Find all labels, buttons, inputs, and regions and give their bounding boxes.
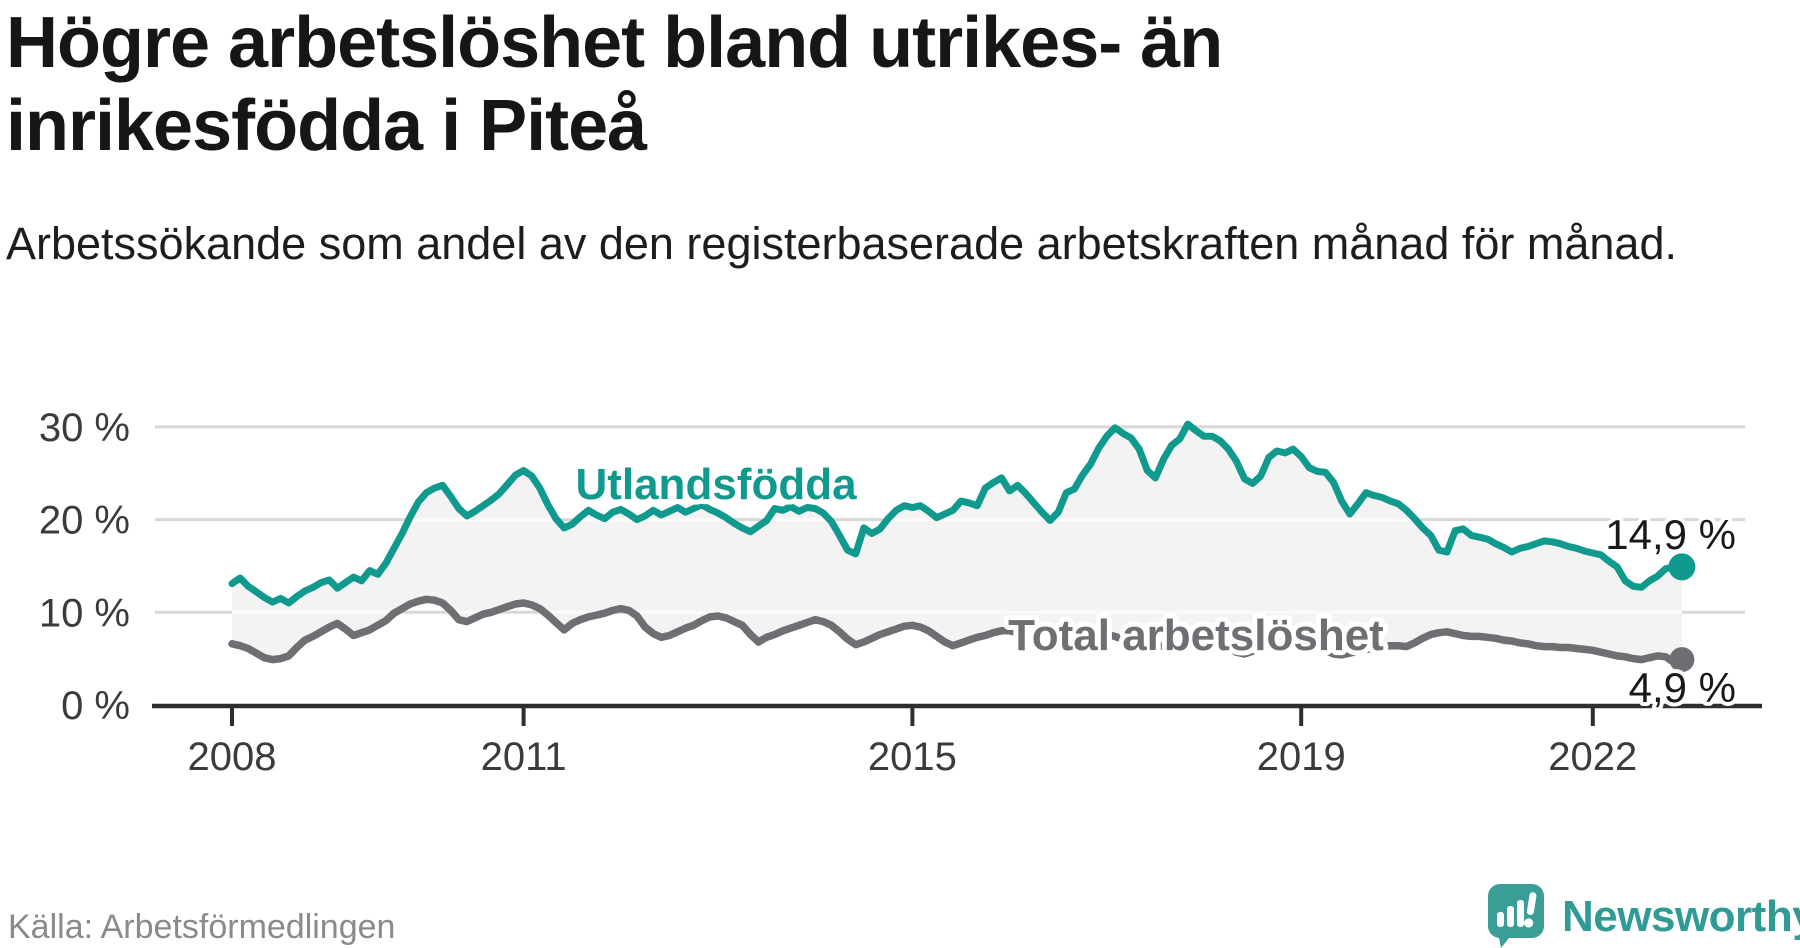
series-line-utlandsfodda xyxy=(228,420,1686,607)
y-tick-label: 20 % xyxy=(39,499,130,543)
x-tick-label: 2011 xyxy=(481,735,567,779)
chart-subtitle: Arbetssökande som andel av den registerb… xyxy=(6,218,1677,269)
band-fill xyxy=(232,424,1682,663)
series-label-utlandsfodda: Utlandsfödda xyxy=(575,460,857,509)
y-tick-label: 10 % xyxy=(39,591,130,635)
x-tick-label: 2015 xyxy=(868,735,957,779)
y-tick-label: 0 % xyxy=(61,684,130,728)
newsworthy-logo-text: Newsworthy xyxy=(1562,892,1800,941)
source-note: Källa: Arbetsförmedlingen xyxy=(8,908,396,946)
end-value-label-utlandsfodda: 14,9 % xyxy=(1605,511,1736,558)
end-dot-utlandsfodda xyxy=(1668,553,1696,581)
end-dot-total xyxy=(1669,647,1695,673)
end-value-label-total: 4,9 % xyxy=(1629,664,1736,711)
newsworthy-logo-icon xyxy=(1488,884,1544,948)
x-tick-label: 2022 xyxy=(1548,735,1637,779)
series-label-total: Total arbetslöshet xyxy=(1008,611,1384,660)
newsworthy-logo: Newsworthy xyxy=(1488,884,1800,948)
x-tick-label: 2008 xyxy=(188,735,277,779)
series-line-total xyxy=(228,595,1686,667)
chart-title: Högre arbetslöshet bland utrikes- än inr… xyxy=(6,3,1223,166)
x-tick-label: 2019 xyxy=(1257,735,1346,779)
y-tick-label: 30 % xyxy=(39,406,130,450)
